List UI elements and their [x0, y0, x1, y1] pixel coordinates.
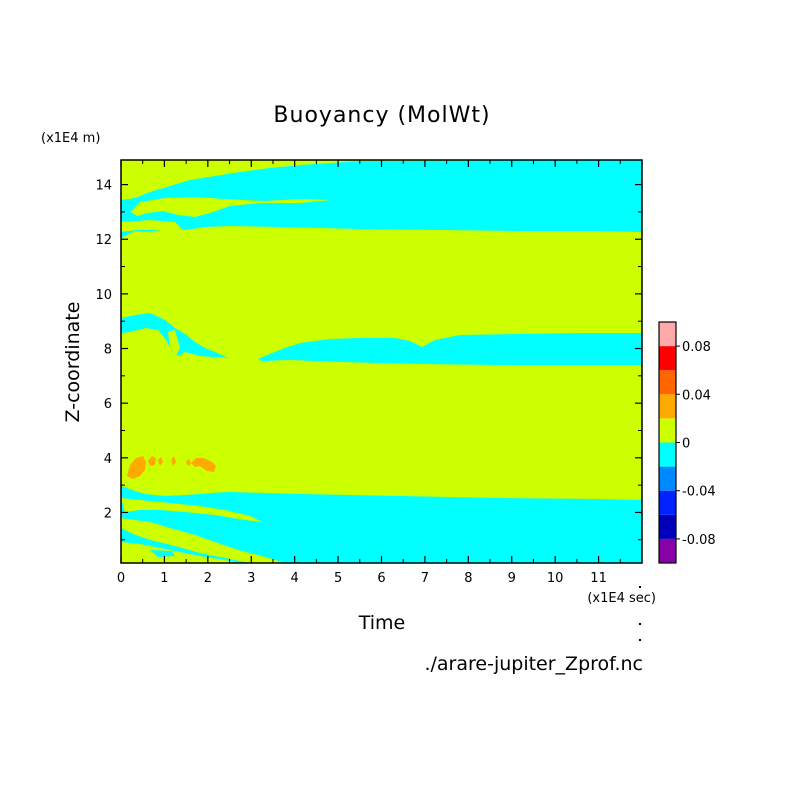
x-tick-label: 9	[508, 571, 516, 586]
colorbar-swatch	[659, 514, 676, 539]
colorbar-swatch	[659, 490, 676, 515]
positive-patch-1	[127, 456, 146, 479]
x-axis: 0 1 2 3 4 5 6 7 8 9 10 11	[117, 160, 621, 586]
source-file-label: ./arare-jupiter_Zprof.nc	[424, 653, 643, 675]
y-tick-label: 8	[104, 343, 112, 358]
x-tick-label: 7	[421, 571, 429, 586]
x-tick-label: 0	[117, 571, 125, 586]
negative-streak-lower	[150, 550, 175, 557]
colorbar-swatch	[659, 370, 676, 395]
positive-patch-4	[171, 456, 176, 466]
negative-region-lower	[121, 486, 642, 563]
colorbar-tick-label: 0.08	[682, 340, 711, 355]
positive-patch-2	[148, 456, 156, 466]
y-tick-label: 12	[95, 233, 112, 248]
x-tick-label: 4	[291, 571, 299, 586]
x-tick-label: 1	[160, 571, 168, 586]
positive-patch-5	[191, 458, 216, 472]
y-tick-label: 4	[104, 452, 112, 467]
chart-title: Buoyancy (MolWt)	[273, 103, 490, 128]
y-axis-title: Z-coordinate	[62, 302, 84, 423]
corner-mark	[639, 623, 641, 625]
colorbar-tick-label: 0.04	[682, 388, 711, 403]
y-tick-label: 14	[95, 179, 112, 194]
colorbar-swatch	[659, 346, 676, 371]
x-tick-label: 6	[377, 571, 385, 586]
colorbar-tick-label: -0.04	[682, 485, 716, 500]
positive-tongue-top	[131, 197, 330, 217]
positive-streak-1	[121, 498, 262, 522]
positive-notch-middle	[168, 330, 180, 356]
x-tick-label: 10	[547, 571, 564, 586]
x-axis-title: Time	[358, 612, 406, 634]
x-tick-label: 2	[204, 571, 212, 586]
positive-patch-6	[186, 459, 191, 466]
x-tick-label: 8	[464, 571, 472, 586]
colorbar-swatch	[659, 418, 676, 443]
colorbar-swatch	[659, 442, 676, 467]
colorbar: 0.08 0.04 0 -0.04 -0.08	[658, 321, 716, 564]
corner-mark	[639, 586, 641, 588]
positive-streak-2	[121, 518, 285, 563]
y-tick-label: 2	[104, 506, 112, 521]
x-tick-label: 5	[334, 571, 342, 586]
colorbar-swatch	[659, 538, 676, 563]
positive-streak-3	[121, 542, 240, 563]
positive-patch-3	[158, 457, 163, 466]
y-tick-label: 6	[104, 397, 112, 412]
colorbar-tick-label: -0.08	[682, 533, 716, 548]
positive-strip-top	[121, 220, 185, 232]
x-tick-label: 11	[590, 571, 607, 586]
corner-mark	[639, 639, 641, 641]
colorbar-swatch	[659, 466, 676, 491]
positive-streak-4	[185, 488, 210, 494]
y-tick-label: 10	[95, 288, 112, 303]
negative-region-middle-right	[258, 333, 642, 365]
x-units-label: (x1E4 sec)	[587, 591, 656, 606]
y-axis: 2 4 6 8 10 12 14	[95, 179, 642, 541]
colorbar-swatch	[659, 394, 676, 419]
colorbar-swatch	[659, 322, 676, 347]
colorbar-tick-label: 0	[682, 437, 690, 452]
x-tick-label: 3	[247, 571, 255, 586]
y-units-label: (x1E4 m)	[41, 131, 100, 146]
negative-region-top	[121, 160, 642, 238]
contour-plot-area	[121, 160, 642, 563]
